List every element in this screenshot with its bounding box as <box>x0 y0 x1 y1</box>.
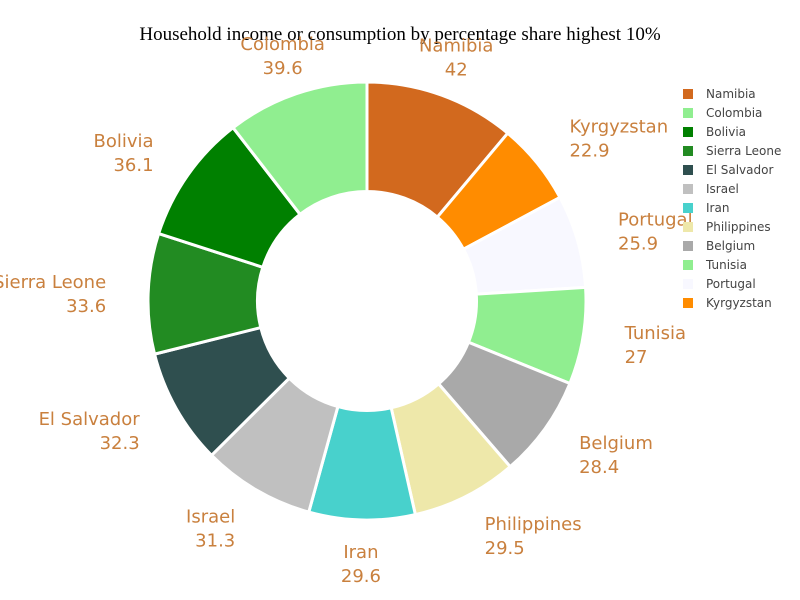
slice-label-iran: Iran 29.6 <box>341 542 381 587</box>
slices-layer <box>146 80 588 522</box>
legend-item-philippines[interactable]: Philippines <box>683 220 771 234</box>
legend-swatch <box>683 165 693 175</box>
legend-item-kyrgyzstan[interactable]: Kyrgyzstan <box>683 296 772 310</box>
legend-item-iran[interactable]: Iran <box>683 201 729 215</box>
slice-label-sierra-leone: Sierra Leone 33.6 <box>0 272 106 317</box>
slice-label-value: 36.1 <box>113 155 153 176</box>
legend-label: El Salvador <box>706 163 773 177</box>
legend-label: Philippines <box>706 220 771 234</box>
legend-label: Tunisia <box>705 258 747 272</box>
legend-label: Colombia <box>706 106 762 120</box>
labels-layer: Namibia 42 Kyrgyzstan 22.9 Portugal 25.9 Tunis… <box>0 34 693 587</box>
legend-item-belgium[interactable]: Belgium <box>683 239 755 253</box>
slice-label-portugal: Portugal 25.9 <box>618 210 693 255</box>
slice-label-el-salvador: El Salvador 32.3 <box>39 409 141 454</box>
slice-label-bolivia: Bolivia 36.1 <box>93 131 153 176</box>
slice-label-value: 28.4 <box>579 457 619 478</box>
slice-label-name: Belgium <box>579 433 653 454</box>
slice-label-tunisia: Tunisia 27 <box>624 323 687 368</box>
slice-label-kyrgyzstan: Kyrgyzstan 22.9 <box>569 116 668 161</box>
legend-swatch <box>683 298 693 308</box>
legend-label: Namibia <box>706 87 756 101</box>
legend-label: Israel <box>706 182 739 196</box>
legend-swatch <box>683 184 693 194</box>
legend-item-portugal[interactable]: Portugal <box>683 277 756 291</box>
legend-swatch <box>683 222 693 232</box>
legend-swatch <box>683 260 693 270</box>
slice-label-value: 33.6 <box>66 296 106 317</box>
slice-label-philippines: Philippines 29.5 <box>485 514 582 559</box>
legend-item-colombia[interactable]: Colombia <box>683 106 762 120</box>
slice-label-value: 42 <box>445 60 468 81</box>
legend-swatch <box>683 89 693 99</box>
legend: Namibia Colombia Bolivia Sierra Leone El Sal… <box>683 87 781 310</box>
slice-label-name: Israel <box>186 506 235 527</box>
legend-item-tunisia[interactable]: Tunisia <box>683 258 747 272</box>
slice-label-name: El Salvador <box>39 409 141 430</box>
legend-label: Sierra Leone <box>706 144 781 158</box>
legend-label: Kyrgyzstan <box>706 296 772 310</box>
legend-swatch <box>683 203 693 213</box>
slice-label-name: Tunisia <box>624 323 687 344</box>
slice-colombia[interactable] <box>230 80 369 217</box>
slice-label-value: 32.3 <box>100 433 140 454</box>
chart-title: Household income or consumption by perce… <box>139 24 660 45</box>
slice-label-name: Sierra Leone <box>0 272 106 293</box>
legend-label: Belgium <box>706 239 755 253</box>
slice-label-name: Iran <box>343 542 378 563</box>
legend-item-el-salvador[interactable]: El Salvador <box>683 163 773 177</box>
slice-label-name: Philippines <box>485 514 582 535</box>
legend-swatch <box>683 108 693 118</box>
slice-label-value: 27 <box>625 347 648 368</box>
slice-label-belgium: Belgium 28.4 <box>579 433 653 478</box>
slice-label-value: 25.9 <box>618 234 658 255</box>
legend-swatch <box>683 241 693 251</box>
legend-label: Portugal <box>706 277 756 291</box>
legend-item-sierra-leone[interactable]: Sierra Leone <box>683 144 781 158</box>
slice-label-name: Kyrgyzstan <box>569 116 668 137</box>
legend-swatch <box>683 279 693 289</box>
slice-label-colombia: Colombia 39.6 <box>240 34 325 79</box>
slice-label-value: 39.6 <box>263 58 303 79</box>
slice-label-value: 31.3 <box>195 530 235 551</box>
legend-label: Iran <box>706 201 729 215</box>
slice-label-value: 22.9 <box>569 140 609 161</box>
legend-label: Bolivia <box>706 125 746 139</box>
legend-swatch <box>683 146 693 156</box>
slice-label-israel: Israel 31.3 <box>186 506 235 551</box>
slice-label-value: 29.5 <box>485 538 525 559</box>
slice-label-name: Bolivia <box>93 131 153 152</box>
legend-item-namibia[interactable]: Namibia <box>683 87 756 101</box>
slice-label-namibia: Namibia 42 <box>419 36 494 81</box>
legend-item-israel[interactable]: Israel <box>683 182 739 196</box>
slice-label-value: 29.6 <box>341 566 381 587</box>
slice-label-name: Portugal <box>618 210 693 231</box>
slice-label-name: Namibia <box>419 36 494 57</box>
legend-swatch <box>683 127 693 137</box>
legend-item-bolivia[interactable]: Bolivia <box>683 125 746 139</box>
slice-label-name: Colombia <box>240 34 325 55</box>
